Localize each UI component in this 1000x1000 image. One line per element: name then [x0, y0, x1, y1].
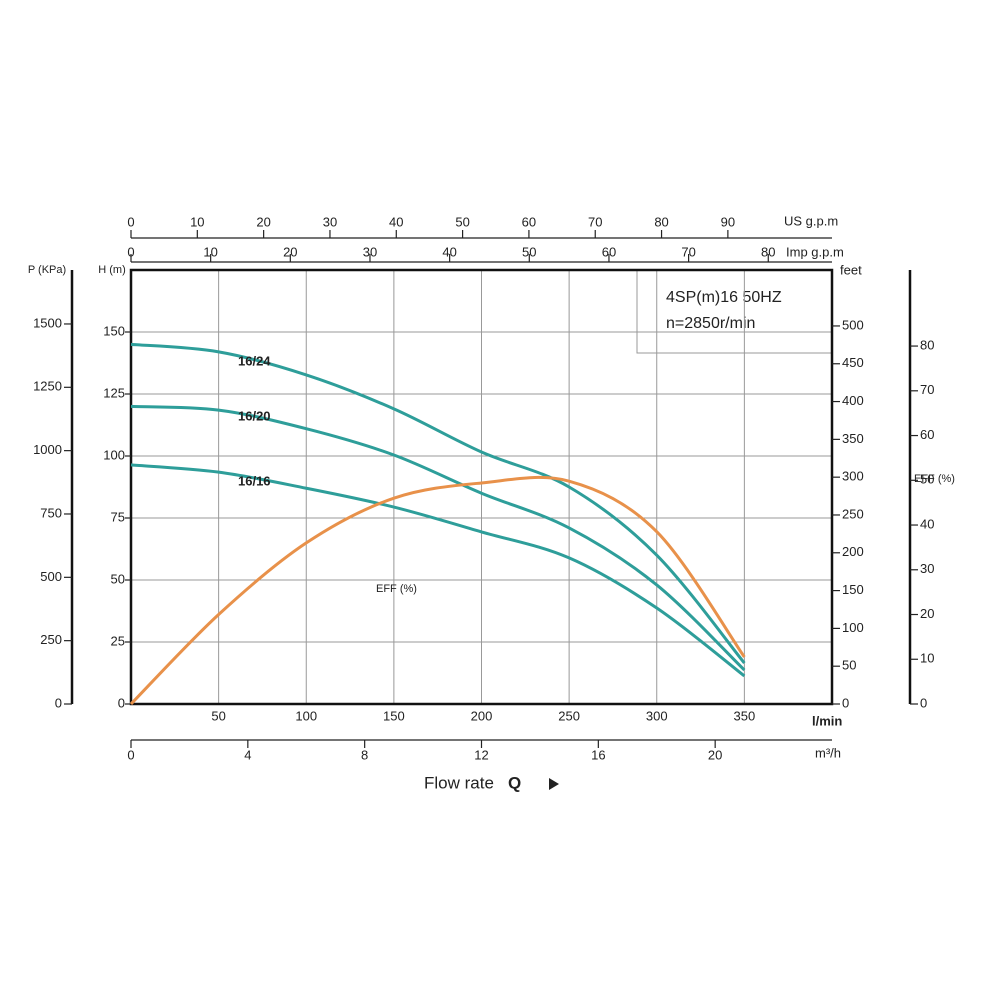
y-tick-label: 125 [103, 385, 125, 400]
eff_axis-tick-label: 40 [920, 516, 934, 531]
eff_axis-tick-label: 30 [920, 561, 934, 576]
feet_axis-tick-label: 400 [842, 393, 864, 408]
imp_axis-tick-label: 60 [602, 244, 616, 259]
us_axis-tick-label: 40 [389, 214, 403, 229]
curve [130, 342, 746, 665]
imp_axis-tick-label: 0 [127, 244, 134, 259]
feet_axis-tick-label: 300 [842, 469, 864, 484]
p_axis-tick-label: 0 [55, 695, 62, 710]
feet_axis-tick-label: 150 [842, 582, 864, 597]
m3h_axis-tick-label: 12 [474, 747, 488, 762]
feet_axis-tick-label: 200 [842, 544, 864, 559]
imp_axis-tick-label: 40 [442, 244, 456, 259]
y-axis-title: H (m) [98, 264, 126, 276]
arrow [549, 778, 559, 790]
us_axis-tick-label: 20 [256, 214, 270, 229]
feet_axis-tick-label: 450 [842, 355, 864, 370]
curve-label: 16/20 [238, 408, 271, 423]
eff_axis-tick-label: 20 [920, 606, 934, 621]
us_axis-tick-label: 50 [455, 214, 469, 229]
eff_axis-tick-label: 60 [920, 427, 934, 442]
curve-label: 16/16 [238, 473, 271, 488]
imp_axis-tick-label: 20 [283, 244, 297, 259]
info-box [636, 269, 833, 354]
p-axis-title: P (KPa) [28, 264, 66, 276]
eff_axis-tick-label: 0 [920, 695, 927, 710]
eff_axis-tick-label: 80 [920, 337, 934, 352]
imp_axis-tick-label: 10 [203, 244, 217, 259]
curve [130, 404, 746, 672]
p_axis-tick-label: 500 [40, 569, 62, 584]
m3h_axis-title: m³/h [815, 745, 841, 760]
m3h_axis-tick-label: 16 [591, 747, 605, 762]
p_axis-tick-label: 1250 [33, 379, 62, 394]
imp_axis-tick-label: 50 [522, 244, 536, 259]
m3h_axis-tick-label: 0 [127, 747, 134, 762]
x-tick-label: 250 [558, 708, 580, 723]
feet_axis-tick-label: 250 [842, 506, 864, 521]
feet_axis-tick-label: 50 [842, 658, 856, 673]
p_axis-tick-label: 250 [40, 632, 62, 647]
x-axis-title: Flow rate [424, 773, 494, 792]
eff-axis-title: EFF (%) [914, 473, 955, 485]
us_axis-tick-label: 30 [323, 214, 337, 229]
eff_axis-tick-label: 70 [920, 382, 934, 397]
p_axis-tick-label: 1500 [33, 315, 62, 330]
us_axis-tick-label: 10 [190, 214, 204, 229]
curve [130, 463, 746, 678]
x-tick-label: 300 [646, 708, 668, 723]
eff_axis-tick-label: 10 [920, 651, 934, 666]
us_axis-tick-label: 0 [127, 214, 134, 229]
p_axis-tick-label: 1000 [33, 442, 62, 457]
feet-axis-title: feet [840, 262, 862, 277]
x-axis-symbol: Q [508, 773, 521, 792]
y-tick-label: 150 [103, 323, 125, 338]
chart-subtitle: n=2850r/min [666, 315, 755, 332]
feet_axis-tick-label: 100 [842, 620, 864, 635]
p_axis-tick-label: 750 [40, 505, 62, 520]
curve-label: EFF (%) [376, 583, 417, 595]
x-axis-title: l/min [812, 713, 842, 728]
m3h_axis-tick-label: 20 [708, 747, 722, 762]
x-tick-label: 200 [471, 708, 493, 723]
imp_axis-tick-label: 70 [681, 244, 695, 259]
y-tick-label: 75 [111, 509, 125, 524]
m3h_axis-tick-label: 8 [361, 747, 368, 762]
curve [129, 475, 746, 706]
imp_axis-title: Imp g.p.m [786, 244, 844, 259]
us_axis-tick-label: 70 [588, 214, 602, 229]
y-tick-label: 50 [111, 571, 125, 586]
us_axis-title: US g.p.m [784, 213, 838, 228]
x-tick-label: 350 [734, 708, 756, 723]
us_axis-tick-label: 90 [721, 214, 735, 229]
y-tick-label: 100 [103, 447, 125, 462]
x-tick-label: 150 [383, 708, 405, 723]
y-tick-label: 0 [118, 695, 125, 710]
chart-title: 4SP(m)16 50HZ [666, 289, 782, 306]
eff_axis-tick-label: 50 [920, 472, 934, 487]
feet_axis-tick-label: 0 [842, 695, 849, 710]
m3h_axis-tick-label: 4 [244, 747, 251, 762]
plot-frame [129, 268, 834, 706]
x-tick-label: 50 [211, 708, 225, 723]
us_axis-tick-label: 60 [522, 214, 536, 229]
x-tick-label: 100 [295, 708, 317, 723]
imp_axis-tick-label: 80 [761, 244, 775, 259]
us_axis-tick-label: 80 [654, 214, 668, 229]
imp_axis-tick-label: 30 [363, 244, 377, 259]
feet_axis-tick-label: 500 [842, 317, 864, 332]
curve-label: 16/24 [238, 353, 271, 368]
feet_axis-tick-label: 350 [842, 431, 864, 446]
y-tick-label: 25 [111, 633, 125, 648]
